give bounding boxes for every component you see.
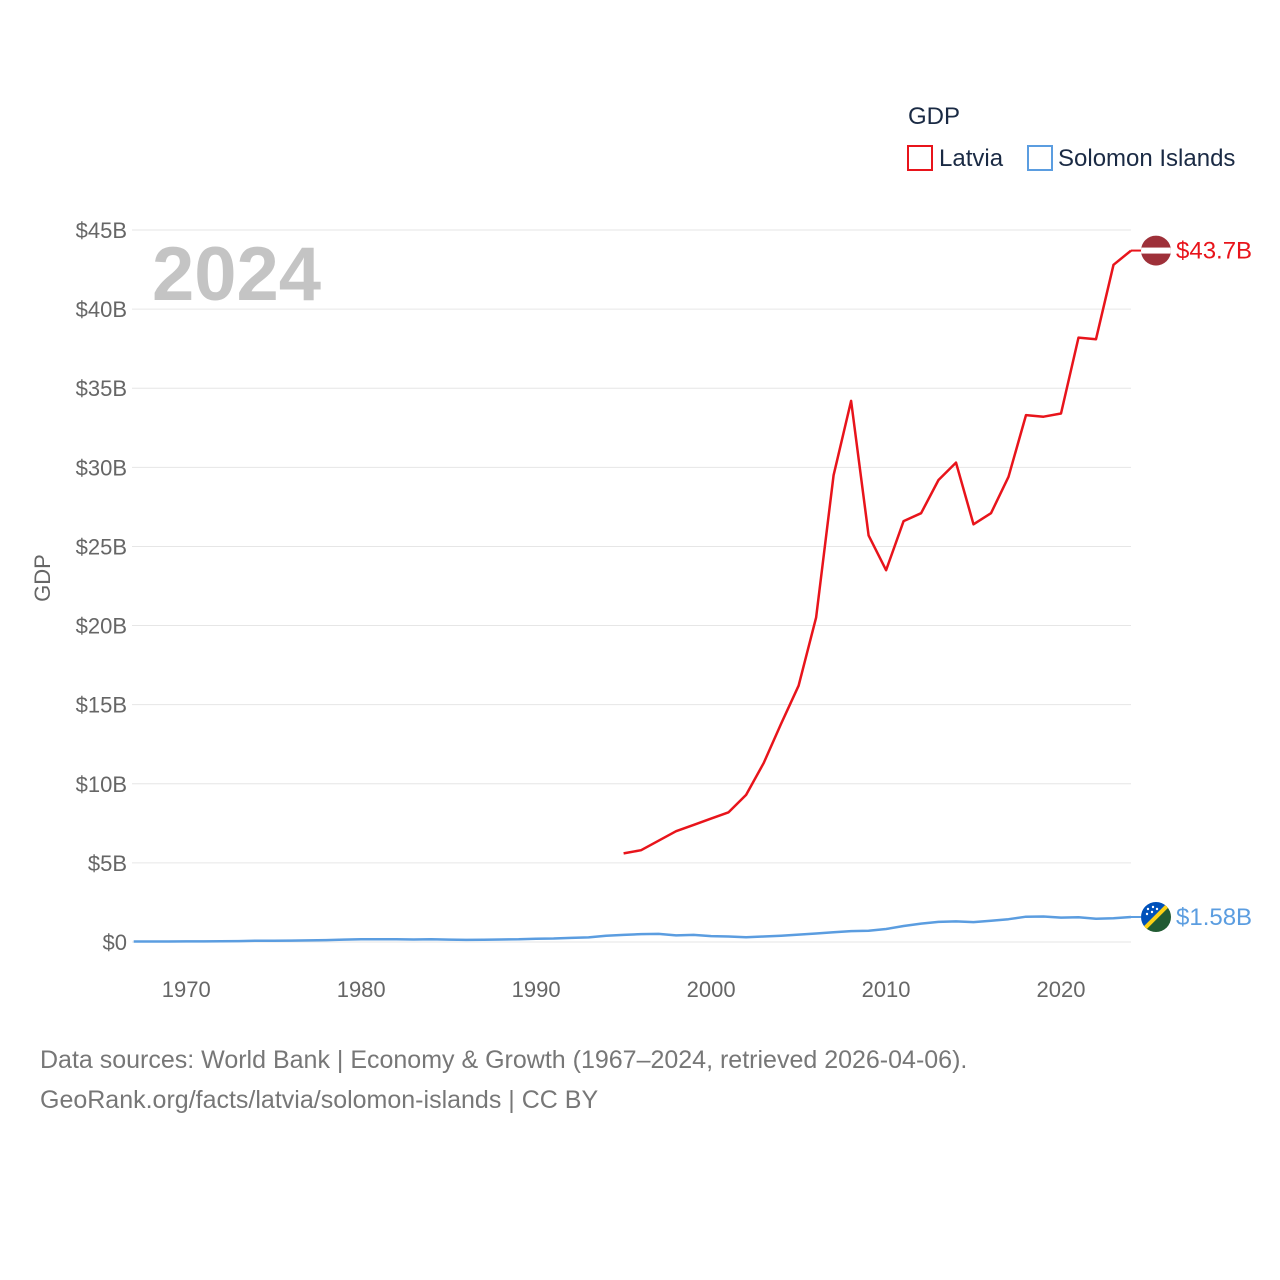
source-line-2: GeoRank.org/facts/latvia/solomon-islands… bbox=[40, 1086, 599, 1114]
legend-swatch-latvia bbox=[907, 145, 933, 171]
y-tick-label: $20B bbox=[76, 614, 127, 639]
series-lines bbox=[133, 249, 1132, 943]
series-endpoints: $43.7B $1.58B bbox=[1131, 235, 1252, 933]
y-tick-label: $25B bbox=[76, 534, 127, 559]
y-tick-label: $30B bbox=[76, 455, 127, 480]
y-tick-label: $15B bbox=[76, 693, 127, 718]
end-value-label-latvia: $43.7B bbox=[1176, 238, 1252, 265]
end-value-label-solomon-islands: $1.58B bbox=[1176, 904, 1252, 931]
y-tick-label: $45B bbox=[76, 218, 127, 243]
series-line-solomon-islands bbox=[133, 915, 1132, 943]
source-line-1: Data sources: World Bank | Economy & Gro… bbox=[40, 1046, 968, 1074]
series-line-latvia bbox=[623, 249, 1132, 855]
y-tick-label: $10B bbox=[76, 772, 127, 797]
x-tick-label: 2000 bbox=[687, 977, 736, 1002]
y-tick-label: $35B bbox=[76, 376, 127, 401]
current-year-label: 2024 bbox=[152, 232, 321, 317]
y-tick-label: $40B bbox=[76, 297, 127, 322]
flag-solomon-islands-icon bbox=[1141, 902, 1171, 933]
gridlines bbox=[132, 229, 1131, 943]
x-tick-label: 1970 bbox=[162, 977, 211, 1002]
legend-swatch-solomon-islands bbox=[1027, 145, 1053, 171]
x-tick-label: 1980 bbox=[337, 977, 386, 1002]
legend-label-solomon-islands: Solomon Islands bbox=[1058, 145, 1235, 172]
legend-title: GDP bbox=[908, 103, 960, 130]
flag-latvia-icon bbox=[1141, 235, 1171, 266]
legend-label-latvia: Latvia bbox=[939, 145, 1004, 172]
gdp-line-chart: $0 $5B $10B $15B $20B $25B $30B $35B $40B $45B 19… bbox=[30, 103, 1252, 1002]
legend: GDP Latvia Solomon Islands bbox=[907, 103, 1235, 172]
y-axis-ticks: $0 $5B $10B $15B $20B $25B $30B $35B $40B $45B bbox=[76, 218, 127, 955]
x-tick-label: 2010 bbox=[862, 977, 911, 1002]
y-tick-label: $0 bbox=[103, 930, 127, 955]
x-axis-ticks: 1970 1980 1990 2000 2010 2020 bbox=[162, 977, 1086, 1002]
x-tick-label: 1990 bbox=[512, 977, 561, 1002]
y-tick-label: $5B bbox=[88, 851, 127, 876]
data-source-note: Data sources: World Bank | Economy & Gro… bbox=[40, 1040, 1240, 1120]
y-axis-label: GDP bbox=[30, 554, 55, 602]
x-tick-label: 2020 bbox=[1037, 977, 1086, 1002]
